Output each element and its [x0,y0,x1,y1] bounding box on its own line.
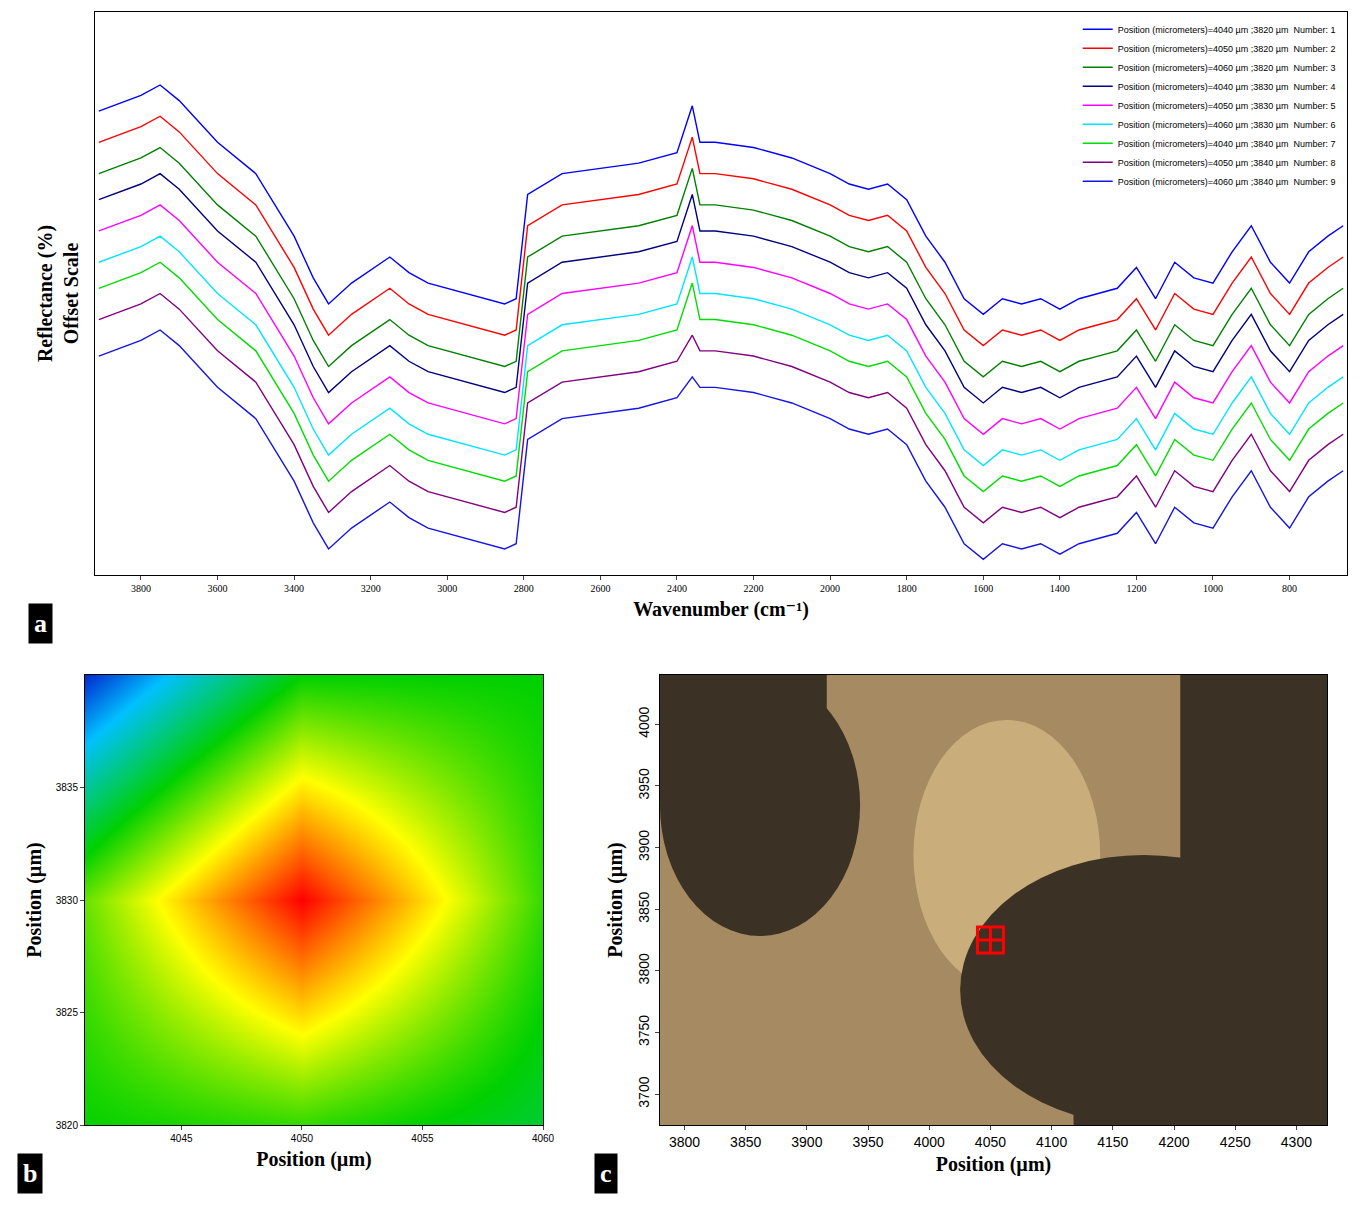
svg-text:1000: 1000 [1203,583,1223,594]
svg-text:4200: 4200 [1158,1134,1189,1150]
svg-text:2200: 2200 [744,583,764,594]
svg-text:2600: 2600 [590,583,610,594]
svg-text:3950: 3950 [852,1134,883,1150]
svg-text:4000: 4000 [914,1134,945,1150]
svg-text:4060: 4060 [532,1133,555,1144]
svg-text:Wavenumber (cm⁻¹): Wavenumber (cm⁻¹) [633,598,809,621]
svg-text:Position (micrometers)=4040 µm: Position (micrometers)=4040 µm ;3840 µm … [1118,139,1336,149]
svg-text:3835: 3835 [56,782,79,793]
svg-text:2400: 2400 [667,583,687,594]
svg-text:Position (micrometers)=4050 µm: Position (micrometers)=4050 µm ;3820 µm … [1118,44,1336,54]
svg-text:a: a [34,609,47,638]
svg-text:3830: 3830 [56,895,79,906]
svg-text:Position (µm): Position (µm) [23,842,46,957]
svg-text:3000: 3000 [437,583,457,594]
svg-text:Position (micrometers)=4040 µm: Position (micrometers)=4040 µm ;3830 µm … [1118,82,1336,92]
svg-text:3950: 3950 [636,768,652,799]
svg-text:3600: 3600 [208,583,228,594]
svg-text:1200: 1200 [1126,583,1146,594]
svg-text:Position (micrometers)=4050 µm: Position (micrometers)=4050 µm ;3840 µm … [1118,158,1336,168]
svg-text:4250: 4250 [1220,1134,1251,1150]
svg-text:3820: 3820 [56,1120,79,1131]
svg-text:3850: 3850 [636,891,652,922]
svg-text:3750: 3750 [636,1015,652,1046]
svg-text:3400: 3400 [284,583,304,594]
svg-text:4045: 4045 [170,1133,193,1144]
svg-text:3800: 3800 [669,1134,700,1150]
svg-text:3900: 3900 [791,1134,822,1150]
svg-text:4055: 4055 [411,1133,434,1144]
svg-text:2800: 2800 [514,583,534,594]
svg-text:Position (micrometers)=4040 µm: Position (micrometers)=4040 µm ;3820 µm … [1118,25,1336,35]
svg-text:Position (µm): Position (µm) [256,1148,371,1171]
svg-text:3850: 3850 [730,1134,761,1150]
svg-text:4050: 4050 [975,1134,1006,1150]
svg-text:3700: 3700 [636,1076,652,1107]
svg-text:1800: 1800 [897,583,917,594]
svg-text:3900: 3900 [636,830,652,861]
svg-text:3800: 3800 [131,583,151,594]
svg-text:Position (micrometers)=4050 µm: Position (micrometers)=4050 µm ;3830 µm … [1118,101,1336,111]
svg-text:4050: 4050 [291,1133,314,1144]
svg-text:b: b [23,1159,37,1188]
svg-text:4000: 4000 [636,706,652,737]
svg-text:Position (micrometers)=4060 µm: Position (micrometers)=4060 µm ;3840 µm … [1118,177,1336,187]
svg-text:3825: 3825 [56,1007,79,1018]
svg-text:3200: 3200 [361,583,381,594]
svg-text:800: 800 [1282,583,1297,594]
svg-text:Reflectance (%)Offset Scale: Reflectance (%)Offset Scale [34,225,82,362]
svg-text:4300: 4300 [1281,1134,1312,1150]
svg-text:Position (µm): Position (µm) [936,1153,1051,1176]
svg-text:2000: 2000 [820,583,840,594]
svg-text:1600: 1600 [973,583,993,594]
svg-text:1400: 1400 [1050,583,1070,594]
svg-text:Position (micrometers)=4060 µm: Position (micrometers)=4060 µm ;3830 µm … [1118,120,1336,130]
svg-text:Position (micrometers)=4060 µm: Position (micrometers)=4060 µm ;3820 µm … [1118,63,1336,73]
svg-text:Position (µm): Position (µm) [604,842,627,957]
svg-text:c: c [600,1159,612,1188]
svg-text:4150: 4150 [1097,1134,1128,1150]
svg-text:4100: 4100 [1036,1134,1067,1150]
svg-text:3800: 3800 [636,953,652,984]
